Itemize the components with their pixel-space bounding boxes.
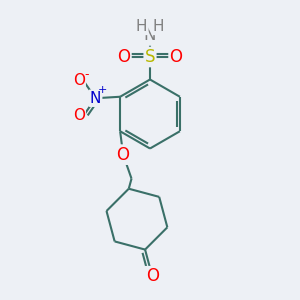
Text: H: H bbox=[153, 19, 164, 34]
Text: O: O bbox=[117, 146, 130, 164]
Text: S: S bbox=[145, 48, 155, 66]
Text: H: H bbox=[136, 19, 147, 34]
Text: -: - bbox=[85, 68, 89, 81]
Text: O: O bbox=[73, 73, 85, 88]
Text: N: N bbox=[90, 91, 101, 106]
Text: O: O bbox=[169, 48, 183, 66]
Text: O: O bbox=[73, 108, 85, 123]
Text: O: O bbox=[146, 267, 159, 285]
Text: N: N bbox=[144, 26, 156, 44]
Text: O: O bbox=[117, 48, 130, 66]
Text: +: + bbox=[98, 85, 107, 95]
